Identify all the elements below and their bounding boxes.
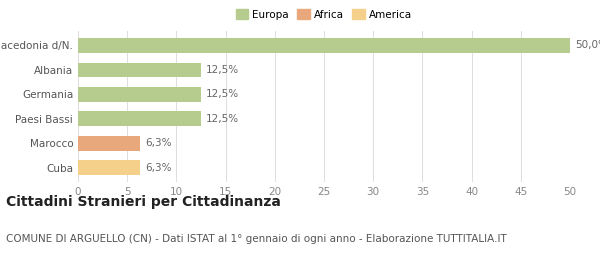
Text: Cittadini Stranieri per Cittadinanza: Cittadini Stranieri per Cittadinanza	[6, 195, 281, 209]
Text: 12,5%: 12,5%	[206, 65, 239, 75]
Bar	[78, 63, 201, 77]
Bar	[78, 112, 201, 126]
Text: 12,5%: 12,5%	[206, 89, 239, 99]
Text: 50,0%: 50,0%	[575, 40, 600, 50]
Bar	[78, 160, 140, 175]
Text: 6,3%: 6,3%	[145, 138, 172, 148]
Bar	[78, 87, 201, 102]
Text: 6,3%: 6,3%	[145, 163, 172, 173]
Text: COMUNE DI ARGUELLO (CN) - Dati ISTAT al 1° gennaio di ogni anno - Elaborazione T: COMUNE DI ARGUELLO (CN) - Dati ISTAT al …	[6, 234, 507, 244]
Text: 12,5%: 12,5%	[206, 114, 239, 124]
Legend: Europa, Africa, America: Europa, Africa, America	[233, 6, 415, 23]
Bar	[78, 38, 570, 53]
Bar	[78, 136, 140, 151]
